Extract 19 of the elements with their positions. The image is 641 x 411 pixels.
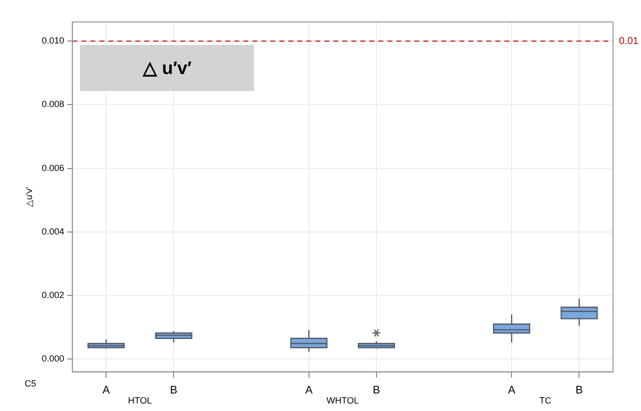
x-tick-label: A	[508, 384, 516, 396]
x-tick-label: B	[372, 384, 380, 396]
text: WHTOL	[326, 395, 359, 406]
x-tick-label: A	[305, 384, 314, 396]
y-tick-label: 0.010	[42, 36, 64, 46]
y-axis-title: △u'v'	[24, 186, 34, 207]
x-tick-label: B	[170, 384, 178, 396]
ref-line-label: 0.01	[619, 36, 639, 47]
x-tick-label: A	[102, 384, 110, 396]
text: C5	[24, 378, 36, 388]
text: HTOL	[128, 395, 152, 406]
y-tick-label: 0.006	[42, 162, 64, 173]
title-panel: △ u′v′	[80, 45, 254, 91]
y-tick-label: 0.004	[42, 226, 64, 236]
y-tick-label: 0.008	[42, 99, 64, 110]
y-tick-label: 0.000	[42, 354, 64, 364]
text: TC	[539, 395, 552, 406]
x-tick-label: B	[576, 384, 583, 396]
y-tick-label: 0.002	[42, 290, 64, 300]
